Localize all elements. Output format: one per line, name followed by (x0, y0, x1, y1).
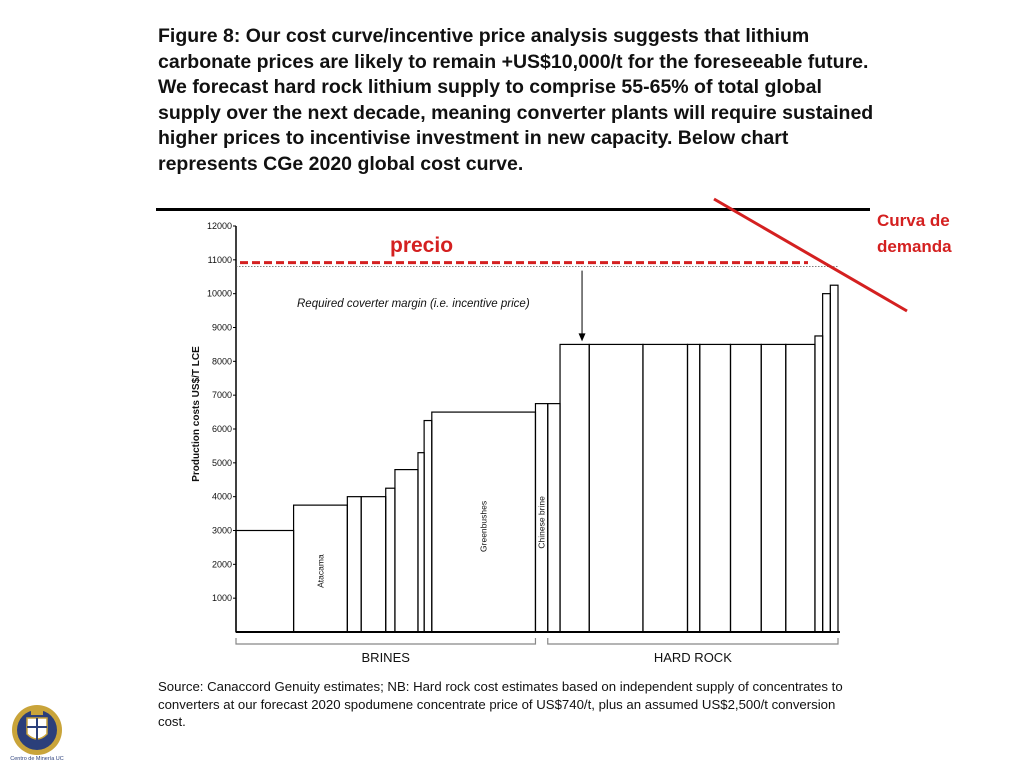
y-ticks-group: 1000 2000 3000 4000 5000 6000 7000 8000 9000 1000… (207, 221, 236, 603)
cost-bar (547, 403, 561, 633)
y-tick-label: 1000 (212, 593, 232, 603)
y-tick-label: 6000 (212, 424, 232, 434)
cost-bar (686, 343, 701, 633)
cost-bar (642, 343, 689, 633)
cost-bar (814, 335, 824, 633)
y-tick-label: 4000 (212, 492, 232, 502)
bar-labels-group: Atacama Greenbushes Chinese brine (315, 496, 546, 588)
title-divider (156, 208, 870, 211)
demand-label-line2: demanda (877, 237, 952, 256)
logo-text: Centro de Minería UC (10, 756, 64, 762)
cost-bar (760, 343, 787, 633)
cost-bar (423, 419, 433, 633)
group-bracket (235, 638, 537, 645)
cost-bar (729, 343, 762, 633)
y-tick-label: 9000 (212, 323, 232, 333)
overlay-group (236, 197, 908, 342)
axes-group (235, 226, 840, 633)
bar-label: Chinese brine (537, 496, 547, 549)
demand-curve-line (713, 197, 908, 313)
cost-bar (394, 469, 419, 633)
cost-bar (829, 284, 839, 633)
university-crest-icon: Centro de Minería UC (10, 705, 64, 762)
slide-title: Figure 8: Our cost curve/incentive price… (158, 25, 874, 175)
y-axis-label: Production costs US$/T LCE (191, 346, 202, 482)
y-tick-label: 7000 (212, 390, 232, 400)
y-tick-label: 8000 (212, 356, 232, 366)
group-label: HARD ROCK (654, 650, 732, 665)
y-tick-label: 3000 (212, 526, 232, 536)
bars-group (235, 284, 839, 633)
bar-label: Atacama (315, 554, 325, 588)
group-bracket (547, 638, 839, 645)
demand-label-line1: Curva de (877, 211, 950, 230)
source-note: Source: Canaccord Genuity estimates; NB:… (158, 679, 843, 729)
price-label: precio (390, 234, 453, 257)
cost-bar (785, 343, 816, 633)
cost-bar (417, 452, 425, 633)
group-label: BRINES (362, 650, 411, 665)
cost-bar (360, 496, 387, 633)
y-tick-label: 10000 (207, 289, 232, 299)
y-tick-label: 11000 (208, 255, 232, 265)
y-tick-label: 2000 (212, 559, 232, 569)
y-tick-label: 5000 (212, 458, 232, 468)
cost-bar (699, 343, 732, 633)
margin-arrow-head (578, 333, 586, 342)
margin-annotation: Required coverter margin (i.e. incentive… (297, 298, 530, 310)
cost-bar (588, 343, 644, 633)
cost-bar (346, 496, 362, 633)
y-tick-label: 12000 (207, 221, 232, 231)
bar-label: Greenbushes (479, 501, 489, 552)
group-brackets: BRINES HARD ROCK (235, 638, 839, 665)
cost-bar (235, 529, 295, 633)
cost-bar (559, 343, 590, 633)
cost-bar (822, 293, 831, 633)
cost-bar (385, 487, 396, 633)
